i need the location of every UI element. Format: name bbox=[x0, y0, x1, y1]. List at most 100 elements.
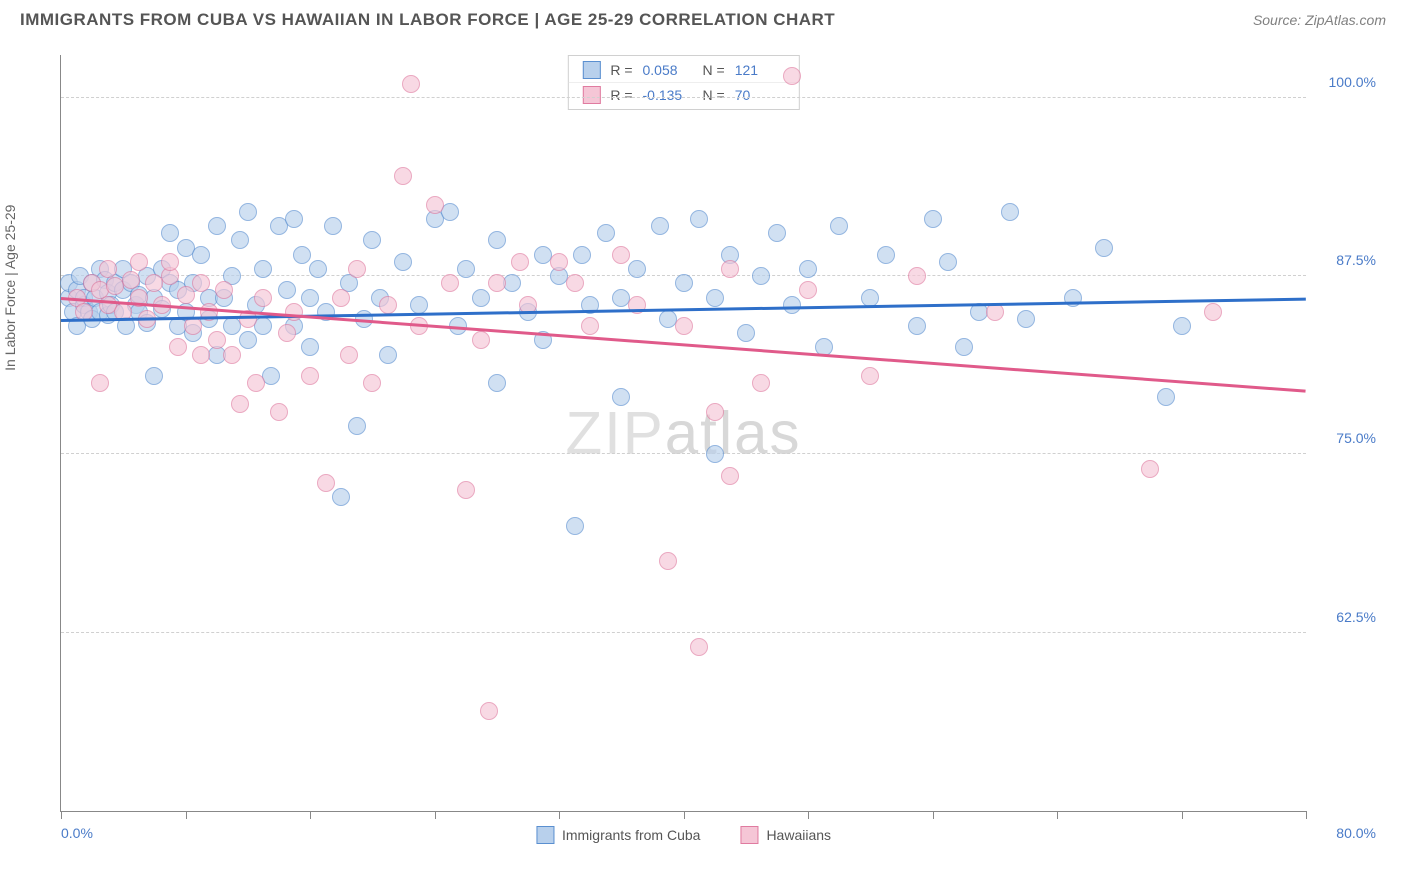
x-tick bbox=[1057, 811, 1058, 819]
data-point-hawaiians bbox=[169, 338, 187, 356]
gridline-h bbox=[61, 97, 1306, 98]
watermark: ZIPatlas bbox=[565, 399, 801, 468]
data-point-cuba bbox=[737, 324, 755, 342]
data-point-hawaiians bbox=[91, 374, 109, 392]
data-point-cuba bbox=[285, 210, 303, 228]
data-point-cuba bbox=[1095, 239, 1113, 257]
data-point-hawaiians bbox=[247, 374, 265, 392]
data-point-hawaiians bbox=[254, 289, 272, 307]
data-point-hawaiians bbox=[752, 374, 770, 392]
data-point-cuba bbox=[161, 224, 179, 242]
data-point-hawaiians bbox=[161, 253, 179, 271]
r-label: R = bbox=[610, 87, 632, 103]
y-tick-label: 87.5% bbox=[1336, 252, 1376, 268]
data-point-hawaiians bbox=[488, 274, 506, 292]
data-point-cuba bbox=[566, 517, 584, 535]
legend-swatch-cuba bbox=[536, 826, 554, 844]
data-point-cuba bbox=[877, 246, 895, 264]
data-point-cuba bbox=[690, 210, 708, 228]
data-point-cuba bbox=[441, 203, 459, 221]
legend-swatch-hawaiians bbox=[740, 826, 758, 844]
n-value-cuba: 121 bbox=[735, 62, 785, 78]
source-name: ZipAtlas.com bbox=[1305, 12, 1386, 28]
data-point-cuba bbox=[239, 203, 257, 221]
data-point-hawaiians bbox=[394, 167, 412, 185]
data-point-cuba bbox=[457, 260, 475, 278]
data-point-cuba bbox=[278, 281, 296, 299]
swatch-hawaiians bbox=[582, 86, 600, 104]
chart-container: In Labor Force | Age 25-29 ZIPatlas R = … bbox=[20, 45, 1386, 847]
data-point-hawaiians bbox=[550, 253, 568, 271]
data-point-hawaiians bbox=[861, 367, 879, 385]
gridline-h bbox=[61, 453, 1306, 454]
data-point-cuba bbox=[573, 246, 591, 264]
x-tick bbox=[559, 811, 560, 819]
data-point-cuba bbox=[145, 367, 163, 385]
data-point-hawaiians bbox=[612, 246, 630, 264]
r-value-hawaiians: -0.135 bbox=[643, 87, 693, 103]
data-point-hawaiians bbox=[480, 702, 498, 720]
data-point-cuba bbox=[597, 224, 615, 242]
data-point-cuba bbox=[332, 488, 350, 506]
data-point-cuba bbox=[706, 445, 724, 463]
data-point-hawaiians bbox=[426, 196, 444, 214]
data-point-hawaiians bbox=[317, 474, 335, 492]
x-tick bbox=[1306, 811, 1307, 819]
data-point-cuba bbox=[363, 231, 381, 249]
data-point-cuba bbox=[675, 274, 693, 292]
data-point-cuba bbox=[410, 296, 428, 314]
data-point-cuba bbox=[783, 296, 801, 314]
data-point-cuba bbox=[752, 267, 770, 285]
data-point-cuba bbox=[379, 346, 397, 364]
data-point-hawaiians bbox=[581, 317, 599, 335]
data-point-cuba bbox=[488, 374, 506, 392]
data-point-hawaiians bbox=[1204, 303, 1222, 321]
r-value-cuba: 0.058 bbox=[643, 62, 693, 78]
data-point-cuba bbox=[301, 338, 319, 356]
data-point-hawaiians bbox=[472, 331, 490, 349]
legend-label-cuba: Immigrants from Cuba bbox=[562, 827, 700, 843]
legend-label-hawaiians: Hawaiians bbox=[766, 827, 831, 843]
data-point-cuba bbox=[254, 260, 272, 278]
data-point-hawaiians bbox=[192, 346, 210, 364]
data-point-cuba bbox=[503, 274, 521, 292]
data-point-hawaiians bbox=[223, 346, 241, 364]
gridline-h bbox=[61, 632, 1306, 633]
data-point-hawaiians bbox=[799, 281, 817, 299]
data-point-cuba bbox=[830, 217, 848, 235]
data-point-cuba bbox=[939, 253, 957, 271]
stats-row-cuba: R = 0.058 N = 121 bbox=[568, 58, 798, 82]
data-point-hawaiians bbox=[457, 481, 475, 499]
data-point-hawaiians bbox=[1141, 460, 1159, 478]
data-point-hawaiians bbox=[278, 324, 296, 342]
data-point-hawaiians bbox=[511, 253, 529, 271]
data-point-hawaiians bbox=[177, 286, 195, 304]
data-point-cuba bbox=[1017, 310, 1035, 328]
data-point-hawaiians bbox=[363, 374, 381, 392]
data-point-cuba bbox=[628, 260, 646, 278]
data-point-cuba bbox=[231, 231, 249, 249]
data-point-hawaiians bbox=[99, 260, 117, 278]
stats-legend-box: R = 0.058 N = 121 R = -0.135 N = 70 bbox=[567, 55, 799, 110]
data-point-cuba bbox=[861, 289, 879, 307]
data-point-cuba bbox=[908, 317, 926, 335]
data-point-hawaiians bbox=[690, 638, 708, 656]
legend-item-cuba: Immigrants from Cuba bbox=[536, 826, 700, 844]
data-point-cuba bbox=[706, 289, 724, 307]
data-point-cuba bbox=[768, 224, 786, 242]
y-tick-label: 75.0% bbox=[1336, 430, 1376, 446]
x-tick bbox=[61, 811, 62, 819]
data-point-hawaiians bbox=[659, 552, 677, 570]
y-axis-title: In Labor Force | Age 25-29 bbox=[2, 205, 18, 371]
data-point-hawaiians bbox=[706, 403, 724, 421]
n-value-hawaiians: 70 bbox=[735, 87, 785, 103]
x-tick bbox=[808, 811, 809, 819]
data-point-cuba bbox=[955, 338, 973, 356]
chart-title: IMMIGRANTS FROM CUBA VS HAWAIIAN IN LABO… bbox=[20, 10, 835, 30]
source-label: Source: bbox=[1253, 12, 1301, 28]
data-point-cuba bbox=[262, 367, 280, 385]
data-point-cuba bbox=[239, 331, 257, 349]
data-point-cuba bbox=[612, 388, 630, 406]
data-point-hawaiians bbox=[122, 271, 140, 289]
legend: Immigrants from Cuba Hawaiians bbox=[536, 826, 831, 844]
